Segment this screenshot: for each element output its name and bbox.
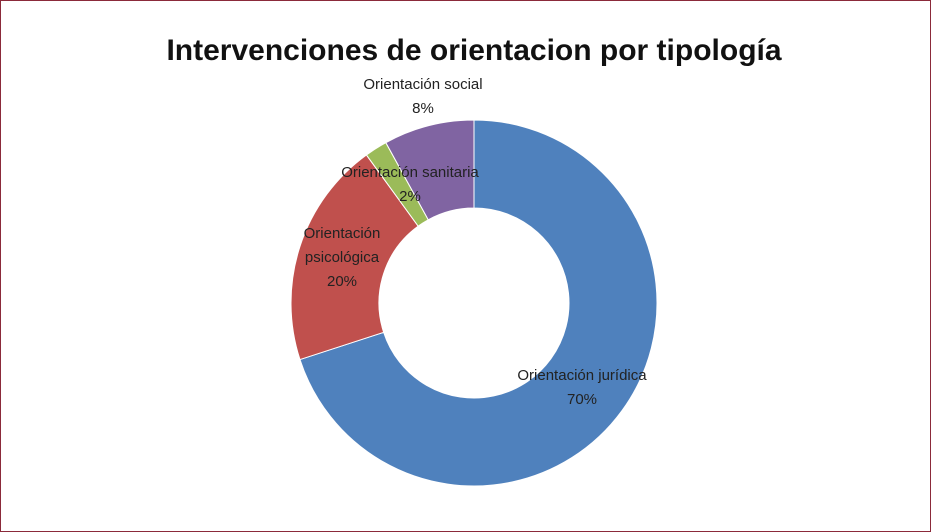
- value-label: 2%: [399, 188, 421, 205]
- data-label: Orientación sanitaria 2%: [310, 161, 510, 209]
- data-label: Orientación jurídica 70%: [482, 364, 682, 412]
- category-label: Orientación sanitaria: [341, 164, 479, 181]
- data-label: Orientación social 8%: [323, 73, 523, 121]
- category-label: Orientación social: [363, 76, 483, 93]
- value-label: 20%: [326, 273, 358, 290]
- donut-slice: [299, 119, 658, 487]
- category-label: Orientación jurídica: [517, 367, 647, 384]
- data-label: Orientación psicológica 20%: [287, 222, 397, 294]
- donut-slice: [385, 119, 475, 221]
- value-label: 8%: [412, 100, 434, 117]
- value-label: 70%: [566, 391, 598, 408]
- donut-slice: [290, 154, 419, 361]
- category-label: Orientación psicológica: [303, 225, 381, 266]
- chart-title: Intervenciones de orientacion por tipolo…: [166, 34, 781, 67]
